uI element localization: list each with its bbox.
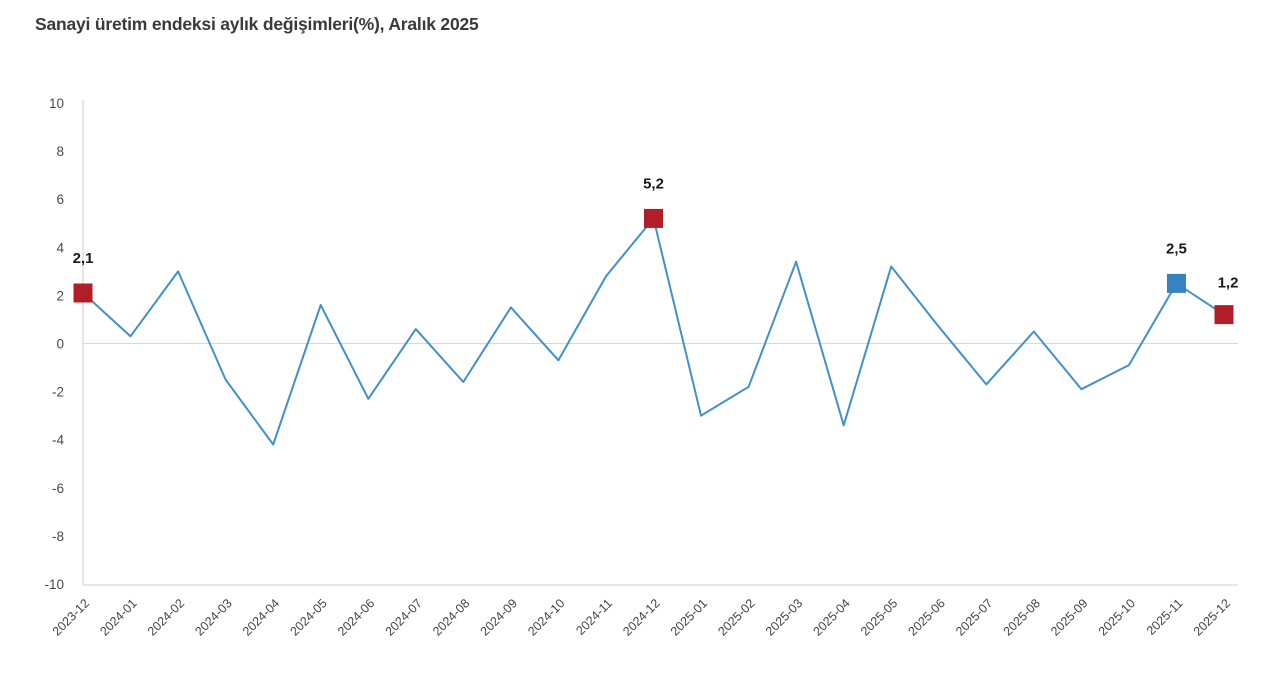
x-axis-tick-label: 2024-11: [573, 596, 615, 638]
x-axis-tick-label: 2024-10: [525, 596, 567, 638]
y-axis-tick-label: 10: [49, 96, 64, 111]
x-axis-tick-label: 2025-12: [1191, 596, 1233, 638]
y-axis-tick-label: -4: [52, 433, 64, 448]
x-axis-tick-label: 2025-07: [953, 596, 995, 638]
y-axis-tick-label: 6: [56, 192, 64, 207]
x-axis-tick-label: 2024-05: [287, 596, 329, 638]
y-axis-tick-label: 0: [56, 337, 64, 352]
data-point-marker: [73, 283, 93, 303]
x-axis-tick-label: 2024-02: [145, 596, 187, 638]
y-axis-tick-label: -2: [52, 385, 64, 400]
x-axis-tick-label: 2025-10: [1096, 596, 1138, 638]
x-axis-tick-label: 2024-07: [383, 596, 425, 638]
data-point-label: 2,1: [73, 250, 94, 267]
x-axis-tick-label: 2025-05: [858, 596, 900, 638]
x-axis-tick-label: 2024-03: [192, 596, 234, 638]
y-axis-tick-label: 8: [56, 144, 64, 159]
data-point-marker: [644, 208, 663, 228]
chart-title: Sanayi üretim endeksi aylık değişimleri(…: [35, 14, 479, 34]
x-axis-tick-label: 2023-12: [50, 596, 92, 638]
x-axis-tick-label: 2025-08: [1001, 596, 1043, 638]
x-axis-tick-label: 2025-11: [1144, 596, 1186, 638]
x-axis-tick-label: 2025-04: [810, 596, 852, 638]
x-axis-tick-label: 2025-03: [763, 596, 805, 638]
x-axis-tick-label: 2024-06: [335, 596, 377, 638]
data-point-marker: [1166, 273, 1186, 293]
data-point-marker: [1214, 305, 1234, 325]
y-axis-tick-label: 4: [56, 240, 64, 255]
data-point-label: 1,2: [1218, 275, 1239, 292]
x-axis-tick-label: 2025-01: [668, 596, 710, 638]
y-axis-tick-label: -6: [52, 481, 64, 496]
x-axis-tick-label: 2024-08: [430, 596, 472, 638]
x-axis-tick-label: 2025-06: [906, 596, 948, 638]
x-axis-tick-label: 2024-04: [240, 596, 282, 638]
y-axis-tick-label: -10: [44, 577, 64, 592]
y-axis-tick-label: -8: [52, 529, 64, 544]
x-axis-tick-label: 2024-09: [478, 596, 520, 638]
data-point-label: 2,5: [1166, 240, 1187, 257]
y-axis-tick-label: 2: [56, 288, 64, 303]
data-line: [82, 217, 1225, 446]
x-axis-tick-label: 2024-12: [620, 596, 662, 638]
x-axis-tick-label: 2024-01: [97, 596, 139, 638]
data-point-label: 5,2: [643, 175, 664, 192]
x-axis-tick-label: 2025-09: [1048, 596, 1090, 638]
x-axis-tick-label: 2025-02: [715, 596, 757, 638]
